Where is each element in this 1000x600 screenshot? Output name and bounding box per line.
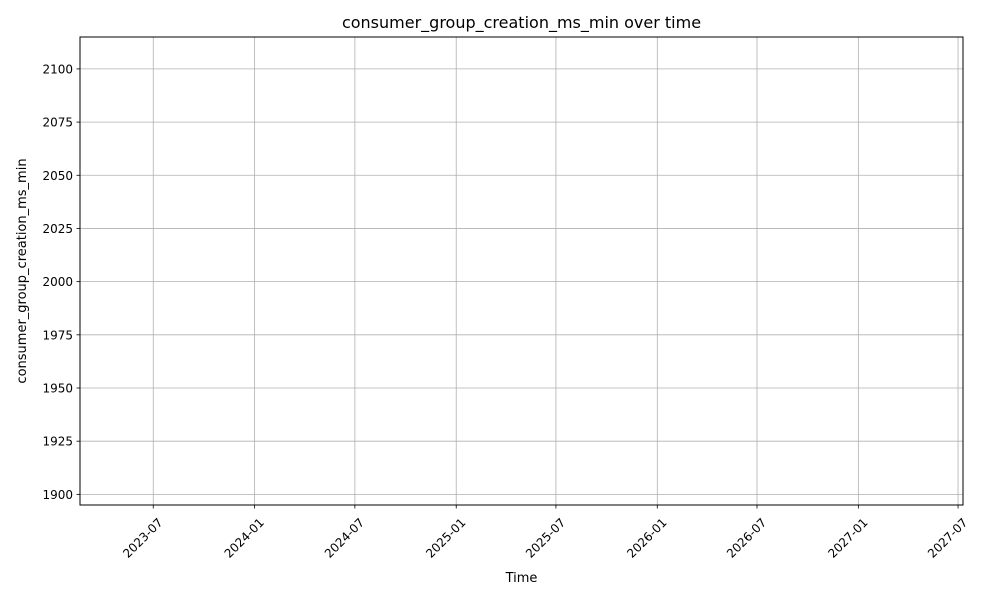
grid — [80, 37, 963, 505]
y-tick-label: 2100 — [42, 62, 73, 76]
y-tick-label: 2025 — [42, 222, 73, 236]
y-tick-label: 1925 — [42, 435, 73, 449]
y-tick-label: 1900 — [42, 488, 73, 502]
y-tick-label: 2050 — [42, 169, 73, 183]
chart-title: consumer_group_creation_ms_min over time — [342, 13, 701, 33]
y-axis-label: consumer_group_creation_ms_min — [15, 158, 30, 383]
plot-frame — [79, 36, 964, 506]
y-tick-label: 2000 — [42, 275, 73, 289]
y-tick-label: 2075 — [42, 116, 73, 130]
y-tick-label: 1950 — [42, 382, 73, 396]
y-tick-label: 1975 — [42, 328, 73, 342]
x-axis-label: Time — [505, 571, 538, 586]
